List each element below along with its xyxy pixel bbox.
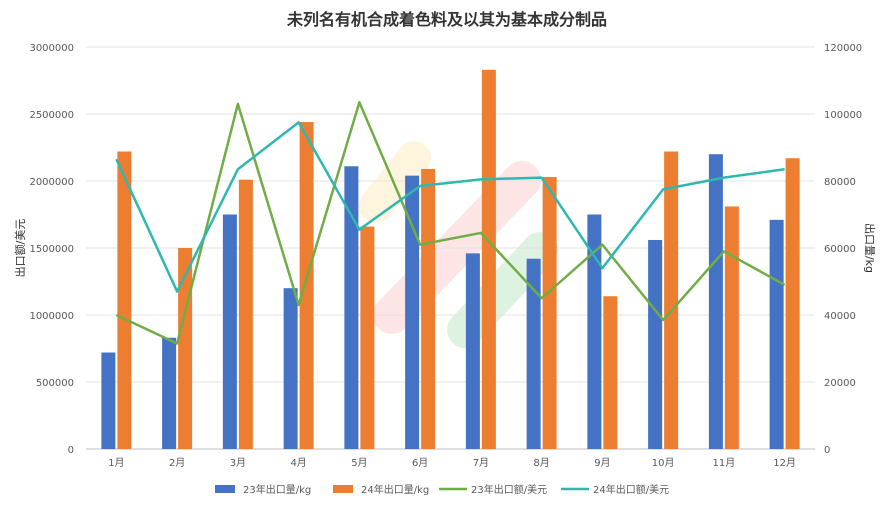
x-tick-label: 5月 bbox=[351, 457, 367, 469]
bar bbox=[724, 206, 739, 449]
y-right-tick-label: 0 bbox=[824, 445, 830, 456]
y-right-tick-label: 40000 bbox=[824, 311, 856, 322]
x-tick-label: 9月 bbox=[594, 457, 610, 469]
legend-swatch bbox=[215, 485, 235, 493]
bar bbox=[481, 69, 496, 449]
bar bbox=[117, 151, 132, 449]
bar bbox=[421, 168, 436, 449]
bar bbox=[222, 214, 237, 449]
bar bbox=[360, 226, 375, 449]
series-line bbox=[115, 101, 786, 345]
y-axis-right-label: 出口量/kg bbox=[863, 223, 877, 273]
bar bbox=[405, 175, 420, 449]
bar bbox=[587, 214, 602, 449]
x-tick-label: 2月 bbox=[169, 457, 185, 469]
x-tick-label: 7月 bbox=[473, 457, 489, 469]
legend: 23年出口量/kg 24年出口量/kg 23年出口额/美元 24年出口额/美元 bbox=[215, 483, 669, 496]
lines bbox=[115, 101, 786, 345]
y-right-tick-label: 100000 bbox=[824, 110, 862, 121]
y-left-tick-label: 2500000 bbox=[29, 110, 74, 121]
bar bbox=[664, 151, 679, 449]
bar bbox=[465, 253, 480, 449]
legend-swatch bbox=[333, 485, 353, 493]
bars bbox=[101, 69, 800, 450]
gridlines bbox=[86, 46, 815, 450]
y-left-tick-label: 1000000 bbox=[29, 311, 74, 322]
bar bbox=[785, 158, 800, 449]
legend-label: 24年出口额/美元 bbox=[593, 483, 669, 496]
legend-label: 24年出口量/kg bbox=[361, 483, 429, 496]
x-tick-label: 11月 bbox=[713, 457, 736, 469]
legend-label: 23年出口量/kg bbox=[243, 483, 311, 496]
axis-ticks: 0500000100000015000002000000250000030000… bbox=[29, 43, 862, 469]
y-left-tick-label: 2000000 bbox=[29, 177, 74, 188]
x-tick-label: 4月 bbox=[290, 457, 306, 469]
x-tick-label: 1月 bbox=[108, 457, 124, 469]
y-left-tick-label: 3000000 bbox=[29, 43, 74, 54]
y-right-tick-label: 120000 bbox=[824, 43, 862, 54]
bar bbox=[344, 166, 359, 449]
x-tick-label: 6月 bbox=[412, 457, 428, 469]
y-left-tick-label: 1500000 bbox=[29, 244, 74, 255]
x-tick-label: 8月 bbox=[533, 457, 549, 469]
bar bbox=[162, 337, 177, 449]
x-tick-label: 3月 bbox=[230, 457, 246, 469]
y-right-tick-label: 20000 bbox=[824, 378, 856, 389]
bar bbox=[238, 179, 253, 449]
legend-label: 23年出口额/美元 bbox=[471, 483, 547, 496]
bar bbox=[708, 154, 723, 449]
y-right-tick-label: 80000 bbox=[824, 177, 856, 188]
chart-title: 未列名有机合成着色料及以其为基本成分制品 bbox=[286, 10, 607, 29]
bar bbox=[283, 288, 298, 449]
bar bbox=[299, 122, 314, 449]
bar bbox=[648, 239, 663, 449]
bar bbox=[101, 352, 116, 449]
y-axis-left-label: 出口额/美元 bbox=[13, 219, 27, 278]
bar bbox=[769, 219, 784, 449]
x-tick-label: 12月 bbox=[773, 457, 796, 469]
y-left-tick-label: 0 bbox=[68, 445, 74, 456]
y-right-tick-label: 60000 bbox=[824, 244, 856, 255]
x-tick-label: 10月 bbox=[652, 457, 675, 469]
y-left-tick-label: 500000 bbox=[36, 378, 74, 389]
bar bbox=[603, 296, 618, 449]
bar bbox=[542, 176, 557, 450]
bar bbox=[526, 258, 541, 449]
series-line bbox=[115, 121, 785, 293]
